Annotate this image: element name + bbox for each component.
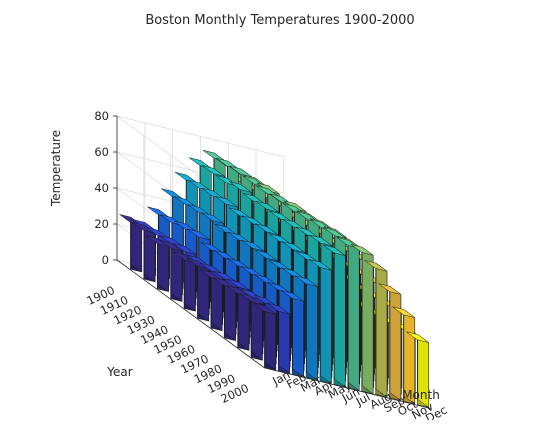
bar-top-face [350, 244, 374, 256]
bar-top-face [406, 331, 429, 343]
year-axis-line [116, 259, 265, 369]
bar [119, 214, 143, 273]
bar-top-face [159, 239, 183, 252]
bar-top-face [308, 259, 332, 271]
bar-side-face [278, 305, 290, 374]
bar-top-face [215, 195, 238, 208]
bar [295, 275, 318, 381]
bar-side-face [375, 262, 388, 398]
bar-top-face [255, 223, 278, 235]
bar [308, 259, 332, 385]
bar [146, 235, 169, 293]
bar [239, 293, 263, 361]
bar-side-face [361, 246, 374, 395]
bar [350, 244, 374, 395]
bar [378, 283, 402, 402]
bar-side-face [348, 239, 360, 391]
bar-side-face [197, 260, 210, 322]
bar [253, 303, 277, 371]
bar-top-face [392, 306, 415, 318]
bar-side-face [157, 238, 169, 293]
bar-top-face [173, 243, 197, 255]
bar-top-face [187, 228, 210, 241]
bar [406, 331, 429, 408]
year-axis-label: Year [106, 365, 132, 379]
bar [281, 290, 304, 378]
month-axis-line [264, 367, 432, 409]
bar-top-face [378, 283, 402, 295]
z-tick-label: 60 [94, 145, 109, 159]
bar-side-face [264, 305, 277, 371]
bar [336, 237, 360, 391]
bar-top-face [227, 278, 250, 291]
month-axis-label: Month [402, 388, 440, 402]
bars [119, 149, 429, 408]
bar-top-face [255, 200, 279, 213]
chart-title: Boston Monthly Temperatures 1900-2000 [145, 13, 414, 28]
bar [364, 260, 388, 398]
bar [186, 257, 210, 322]
bar-top-face [201, 212, 224, 224]
bar [172, 251, 196, 312]
bar-side-face [320, 261, 332, 385]
bar [322, 244, 346, 388]
bar-top-face [295, 275, 318, 287]
bar-side-face [306, 278, 318, 381]
z-tick-label: 40 [94, 181, 109, 195]
bar-top-face [309, 234, 333, 247]
bar [267, 302, 290, 374]
bar-top-face [281, 290, 304, 302]
bar-top-face [254, 249, 278, 262]
bar-top-face [282, 241, 305, 253]
bar-side-face [292, 292, 304, 378]
bar-side-face [389, 285, 402, 402]
z-tick-label: 0 [102, 253, 109, 267]
bar-top-face [322, 244, 346, 256]
z-tick-label: 80 [94, 109, 109, 123]
bar-side-face [334, 247, 346, 388]
grid-line [116, 115, 265, 225]
bar-top-face [364, 260, 388, 272]
z-axis-label: Temperature [49, 130, 63, 207]
month-tick-label: Jul [353, 390, 373, 409]
bar-top-face [202, 165, 225, 177]
bar-side-face [170, 242, 183, 302]
z-tick-label: 20 [94, 217, 109, 231]
bar [226, 285, 250, 351]
bar [159, 239, 183, 302]
bar-top-face [229, 181, 252, 193]
bar [199, 269, 223, 332]
bar-top-face [267, 302, 290, 315]
bar-side-face [144, 224, 156, 283]
bar-top-face [253, 303, 276, 315]
bar-top-face [241, 239, 265, 252]
bar-top-face [239, 293, 263, 305]
